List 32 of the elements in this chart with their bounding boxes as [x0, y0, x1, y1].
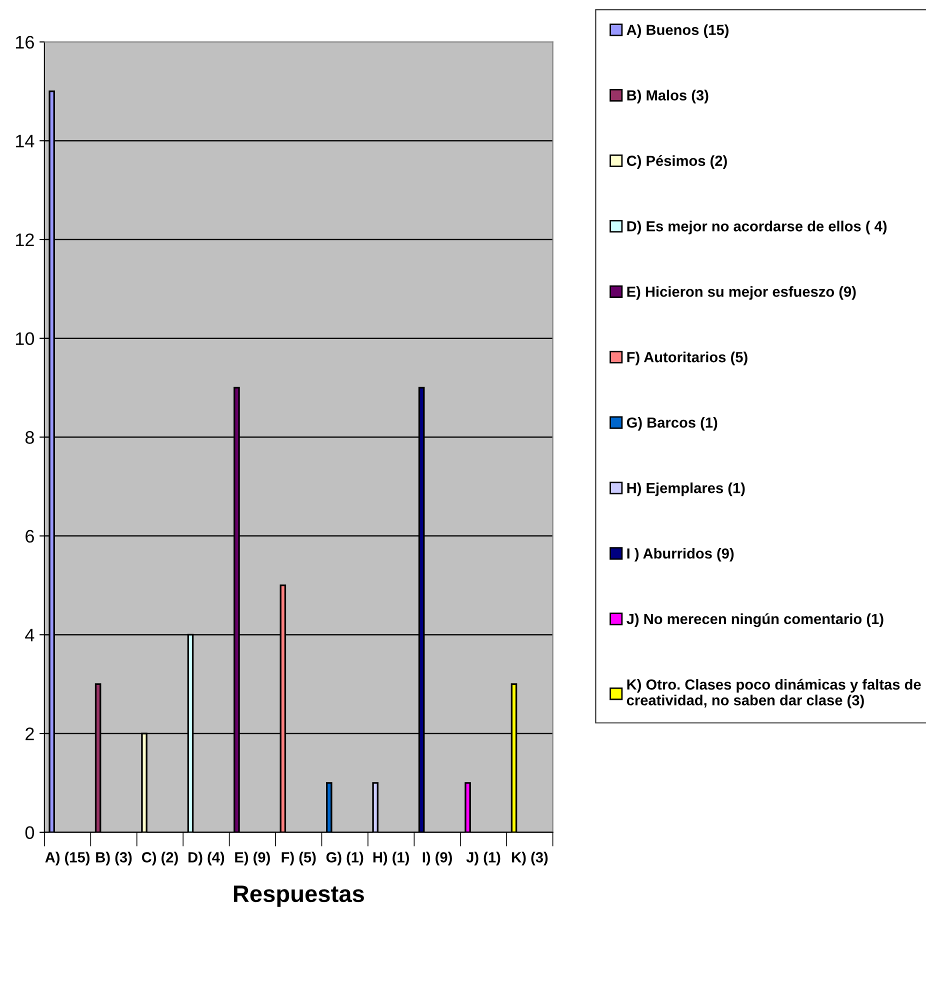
x-tick-label: B) (3)	[96, 852, 132, 866]
y-tick-label: 4	[25, 628, 34, 642]
x-tick-label: J) (1)	[466, 852, 500, 866]
y-tick-label: 0	[25, 826, 34, 840]
legend-label: C) Pésimos (2)	[626, 155, 727, 169]
legend-label: J) No merecen ningún comentario (1)	[626, 613, 884, 628]
legend-label: D) Es mejor no acordarse de ellos ( 4)	[627, 220, 887, 234]
y-tick-label: 16	[16, 36, 34, 49]
legend-label: E) Hicieron su mejor esfueszo (9)	[627, 286, 856, 300]
x-tick-label: E) (9)	[235, 852, 270, 866]
legend-label: G) Barcos (1)	[626, 417, 718, 431]
legend-label: A) Buenos (15)	[626, 24, 728, 38]
legend-label: I ) Aburridos (9)	[627, 548, 734, 562]
x-tick-label: H) (1)	[373, 852, 409, 866]
x-tick-label: A) (15)	[45, 852, 90, 866]
legend-label: H) Ejemplares (1)	[627, 482, 745, 496]
x-tick-label: I) (9)	[422, 852, 452, 866]
legend-label: F) Autoritarios (5)	[627, 352, 748, 366]
y-tick-label: 14	[16, 134, 34, 148]
legend-label: B) Malos (3)	[627, 90, 708, 104]
x-tick-label: K) (3)	[512, 852, 548, 866]
y-tick-label: 12	[16, 233, 34, 246]
y-tick-label: 10	[16, 332, 34, 346]
y-tick-label: 2	[26, 727, 34, 740]
y-tick-label: 8	[25, 431, 34, 444]
y-tick-label: 6	[26, 530, 34, 543]
x-tick-label: D) (4)	[188, 852, 224, 866]
legend-label: K) Otro. Clases poco dinámicas y faltas de creatividad, no saben dar clase (3)	[626, 678, 921, 708]
x-axis-title: Respuestas	[234, 886, 364, 907]
x-tick-label: F) (5)	[282, 852, 316, 866]
x-tick-label: C) (2)	[142, 852, 178, 866]
x-tick-label: G) (1)	[326, 852, 364, 866]
